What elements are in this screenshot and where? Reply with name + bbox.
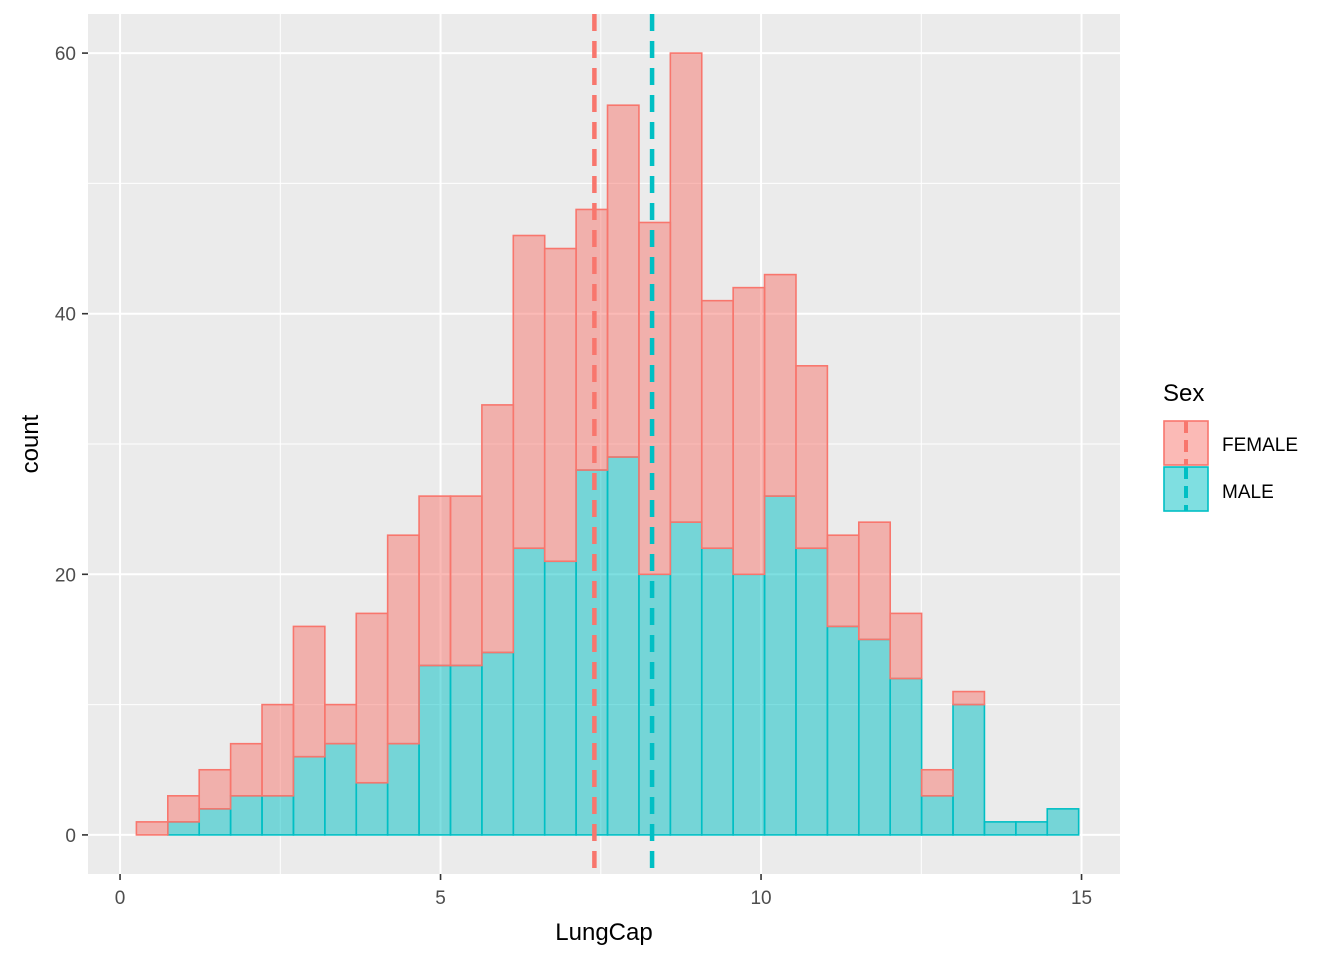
bar-male	[1015, 821, 1049, 836]
bar-female	[386, 534, 420, 745]
bar-male	[418, 664, 452, 836]
legend-title: Sex	[1163, 380, 1204, 407]
bar-female	[449, 495, 483, 667]
bar-male	[386, 742, 420, 836]
bar-male	[700, 547, 734, 836]
y-tick-label: 0	[65, 826, 76, 847]
bar-female	[732, 286, 766, 576]
bar-male	[481, 651, 515, 836]
bar-female	[700, 299, 734, 550]
legend-label-male: MALE	[1222, 482, 1274, 503]
bar-male	[795, 547, 829, 836]
bar-male	[261, 795, 295, 836]
bar-female	[638, 221, 672, 576]
bar-male	[638, 573, 672, 836]
bar-female	[543, 247, 577, 563]
bar-male	[167, 821, 201, 836]
bar-female	[135, 821, 169, 836]
bar-male	[889, 677, 923, 836]
bar-male	[449, 664, 483, 836]
bar-male	[763, 495, 797, 836]
bar-male	[983, 821, 1017, 836]
bar-female	[889, 612, 923, 680]
bar-female	[261, 703, 295, 797]
bar-female	[795, 365, 829, 550]
bar-male	[198, 808, 232, 836]
x-tick-label: 10	[750, 888, 771, 909]
y-axis-title: count	[17, 414, 44, 473]
bar-female	[920, 768, 954, 797]
bar-female	[606, 104, 640, 458]
bar-male	[575, 469, 609, 836]
bar-female	[669, 52, 703, 523]
bar-female	[826, 534, 860, 628]
bar-female	[952, 690, 986, 706]
bar-male	[857, 638, 892, 836]
bar-female	[575, 208, 609, 471]
mean-lines	[592, 14, 655, 874]
legend-item-female: FEMALE	[1163, 420, 1298, 466]
x-tick-label: 0	[115, 888, 126, 909]
bar-female	[167, 795, 201, 823]
bar-male	[229, 795, 263, 836]
bar-male	[732, 573, 766, 836]
bar-female	[229, 742, 263, 797]
bar-male	[292, 755, 326, 836]
bar-female	[763, 273, 797, 497]
bar-male	[826, 625, 860, 836]
bar-male	[606, 456, 640, 836]
bar-female	[355, 612, 389, 784]
y-tick-label: 20	[55, 565, 76, 586]
x-tick-label: 5	[435, 888, 446, 909]
bar-male	[952, 703, 986, 836]
bar-female	[512, 234, 546, 550]
y-tick-label: 40	[55, 305, 76, 326]
x-tick-label: 15	[1071, 888, 1092, 909]
bar-female	[481, 404, 515, 654]
legend-label-female: FEMALE	[1222, 435, 1298, 456]
bar-female	[198, 768, 232, 810]
bar-male	[355, 781, 389, 836]
x-axis: 0 5 10 15	[115, 874, 1092, 909]
bar-male	[324, 742, 358, 836]
bar-female	[857, 521, 892, 641]
bar-male	[669, 521, 703, 836]
bar-male	[1046, 808, 1080, 836]
histogram-bars	[135, 52, 1080, 836]
bar-male	[543, 560, 577, 836]
legend-item-male: MALE	[1163, 466, 1274, 512]
bar-male	[920, 795, 954, 836]
y-tick-label: 60	[55, 44, 76, 65]
bar-male	[512, 547, 546, 836]
y-axis: 0 20 40 60	[55, 44, 88, 847]
bar-female	[418, 495, 452, 667]
legend: Sex FEMALE MALE	[1163, 380, 1298, 512]
bar-female	[324, 703, 358, 745]
x-axis-title: LungCap	[555, 919, 652, 946]
bar-female	[292, 625, 326, 758]
